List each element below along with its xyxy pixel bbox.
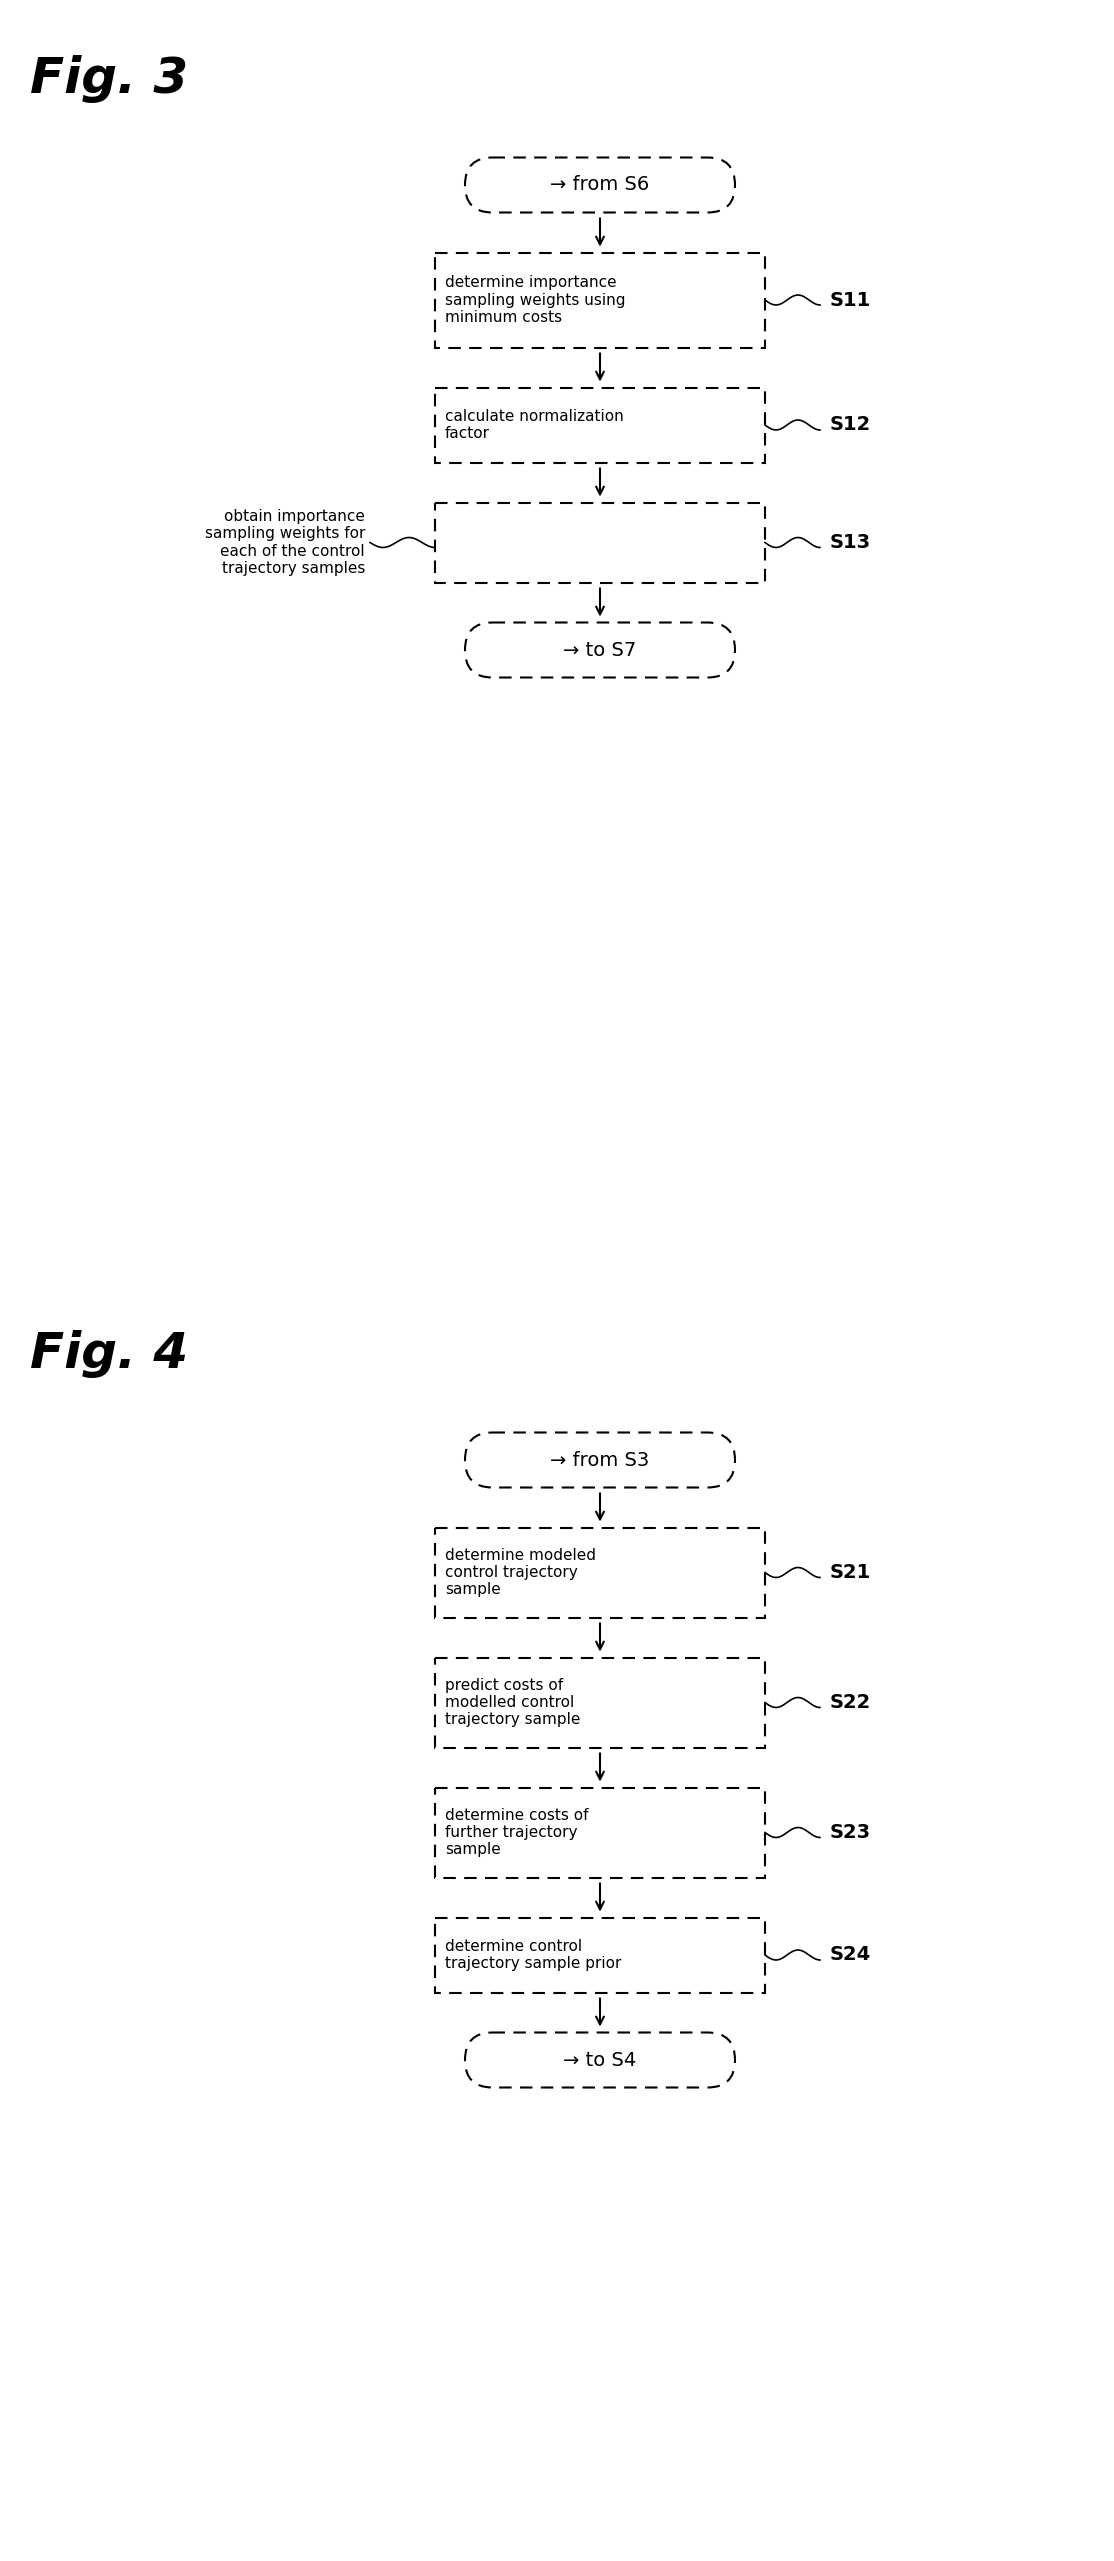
Text: calculate normalization
factor: calculate normalization factor <box>444 410 624 440</box>
Text: determine control
trajectory sample prior: determine control trajectory sample prio… <box>444 1939 622 1972</box>
Text: S12: S12 <box>830 415 871 435</box>
Text: → from S3: → from S3 <box>550 1450 649 1470</box>
Text: S23: S23 <box>830 1823 871 1841</box>
FancyBboxPatch shape <box>434 1918 765 1992</box>
Text: determine modeled
control trajectory
sample: determine modeled control trajectory sam… <box>444 1547 596 1598</box>
Text: determine importance
sampling weights using
minimum costs: determine importance sampling weights us… <box>444 274 625 325</box>
Text: Fig. 4: Fig. 4 <box>30 1329 188 1378</box>
FancyBboxPatch shape <box>434 1526 765 1619</box>
FancyBboxPatch shape <box>434 502 765 581</box>
FancyBboxPatch shape <box>434 387 765 464</box>
Text: → to S4: → to S4 <box>564 2051 636 2069</box>
FancyBboxPatch shape <box>465 156 735 213</box>
Text: S21: S21 <box>830 1562 871 1583</box>
Text: S13: S13 <box>830 533 871 553</box>
FancyBboxPatch shape <box>465 622 735 679</box>
FancyBboxPatch shape <box>434 1788 765 1877</box>
Text: S22: S22 <box>830 1693 871 1711</box>
Text: S24: S24 <box>830 1946 871 1964</box>
FancyBboxPatch shape <box>465 1432 735 1488</box>
Text: Fig. 3: Fig. 3 <box>30 54 188 102</box>
Text: obtain importance
sampling weights for
each of the control
trajectory samples: obtain importance sampling weights for e… <box>205 510 365 576</box>
Text: determine costs of
further trajectory
sample: determine costs of further trajectory sa… <box>444 1808 588 1857</box>
FancyBboxPatch shape <box>434 1657 765 1747</box>
Text: S11: S11 <box>830 289 871 310</box>
FancyBboxPatch shape <box>465 2033 735 2087</box>
Text: → to S7: → to S7 <box>564 640 636 661</box>
Text: predict costs of
modelled control
trajectory sample: predict costs of modelled control trajec… <box>444 1677 580 1729</box>
FancyBboxPatch shape <box>434 254 765 348</box>
Text: → from S6: → from S6 <box>550 177 649 195</box>
